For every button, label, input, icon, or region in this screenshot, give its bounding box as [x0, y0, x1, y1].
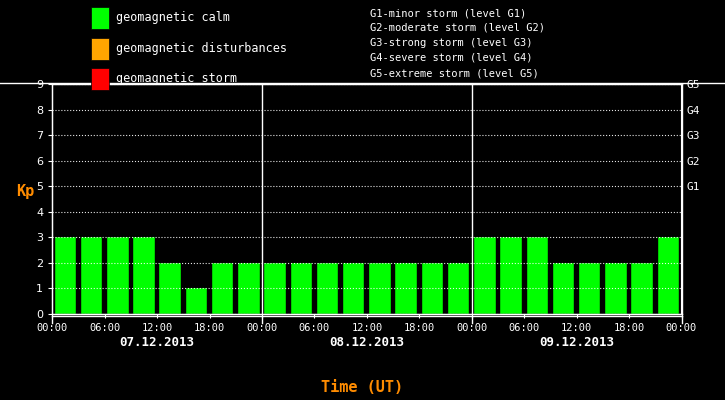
Text: Time (UT): Time (UT): [321, 380, 404, 396]
Text: geomagnetic disturbances: geomagnetic disturbances: [116, 42, 287, 55]
Bar: [343, 263, 365, 314]
Bar: [500, 237, 522, 314]
Text: geomagnetic calm: geomagnetic calm: [116, 12, 230, 24]
Bar: [107, 237, 128, 314]
Bar: [369, 263, 391, 314]
Text: geomagnetic storm: geomagnetic storm: [116, 72, 237, 85]
Bar: [422, 263, 443, 314]
Bar: [238, 263, 260, 314]
Bar: [212, 263, 233, 314]
Text: G5-extreme storm (level G5): G5-extreme storm (level G5): [370, 68, 539, 78]
Bar: [265, 263, 286, 314]
Text: 08.12.2013: 08.12.2013: [329, 336, 405, 348]
Bar: [54, 237, 76, 314]
Bar: [395, 263, 417, 314]
Text: 09.12.2013: 09.12.2013: [539, 336, 614, 348]
Bar: [160, 263, 181, 314]
Text: G3-strong storm (level G3): G3-strong storm (level G3): [370, 38, 532, 48]
Bar: [186, 288, 207, 314]
Bar: [579, 263, 600, 314]
Bar: [526, 237, 548, 314]
Bar: [80, 237, 102, 314]
Bar: [291, 263, 312, 314]
Bar: [133, 237, 154, 314]
Bar: [658, 237, 679, 314]
Text: G1-minor storm (level G1): G1-minor storm (level G1): [370, 8, 526, 18]
Bar: [552, 263, 574, 314]
Text: 07.12.2013: 07.12.2013: [120, 336, 194, 348]
Bar: [317, 263, 339, 314]
Bar: [448, 263, 469, 314]
Bar: [605, 263, 626, 314]
Text: G2-moderate storm (level G2): G2-moderate storm (level G2): [370, 23, 544, 33]
Bar: [631, 263, 653, 314]
Text: G4-severe storm (level G4): G4-severe storm (level G4): [370, 53, 532, 63]
Bar: [474, 237, 496, 314]
Y-axis label: Kp: Kp: [16, 184, 34, 199]
